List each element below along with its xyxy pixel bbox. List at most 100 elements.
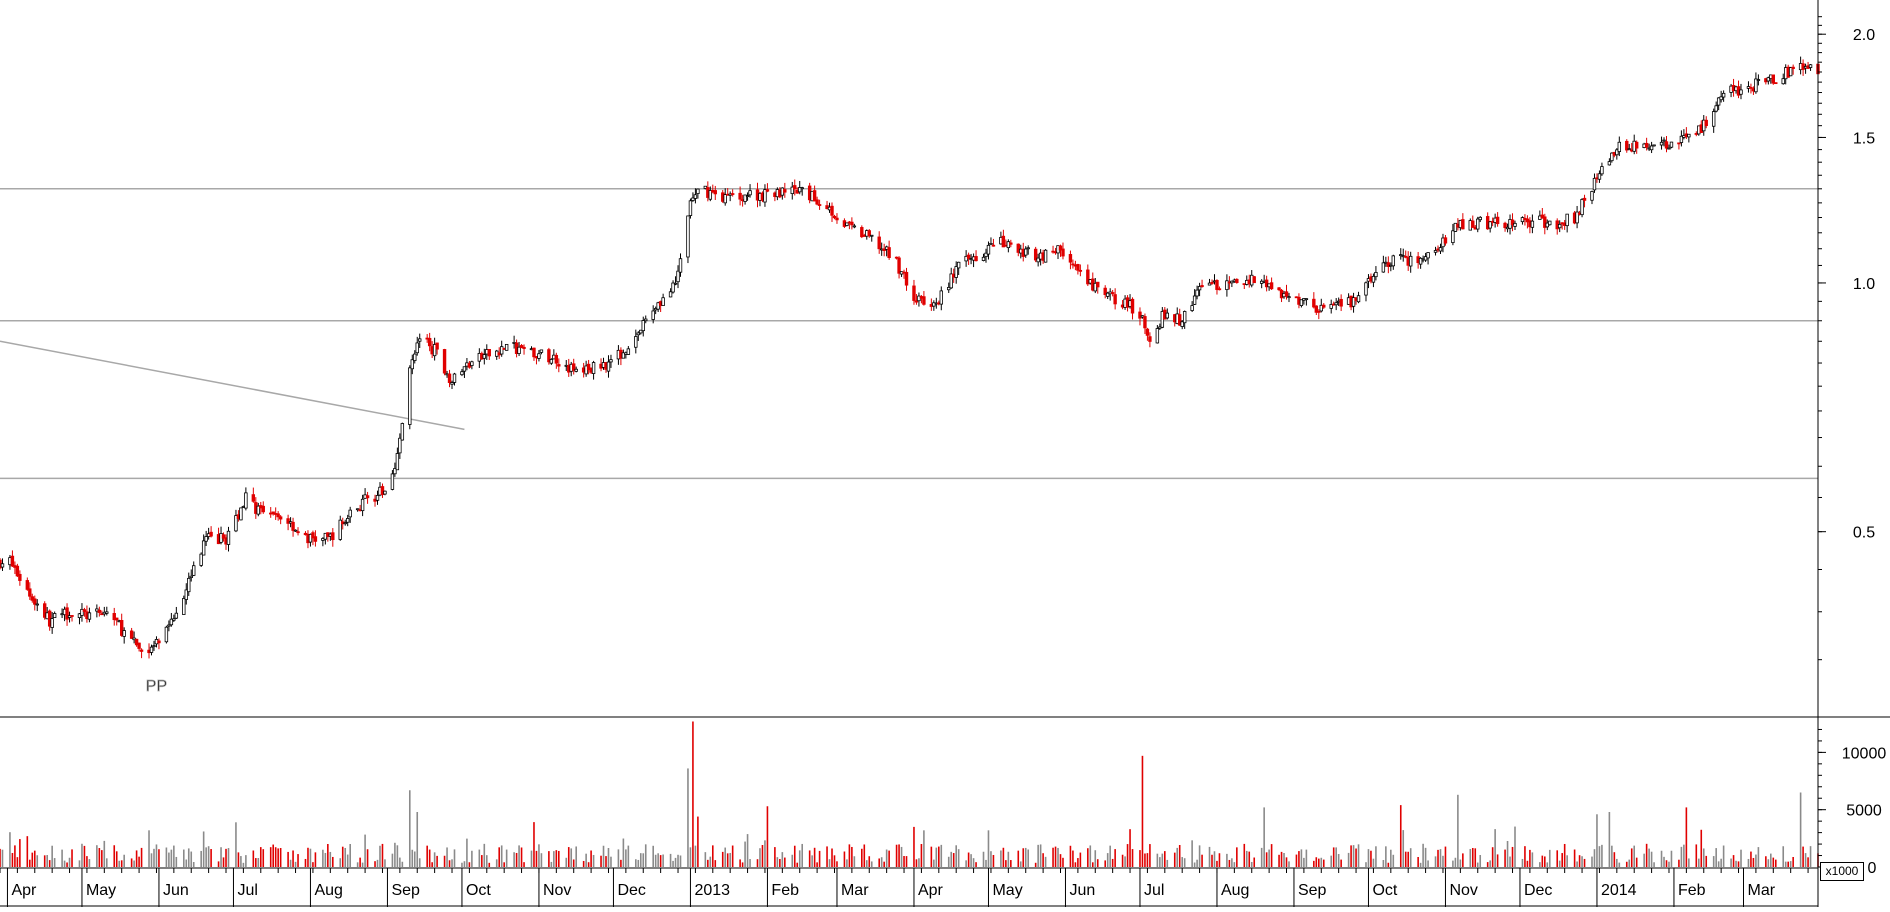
candle-body [226,530,231,545]
candle-body [28,588,32,597]
candle-body [10,555,15,567]
candle-body [656,302,660,310]
candle-body [1210,282,1214,284]
candle-body [621,352,626,359]
candle-body [947,287,951,291]
horizontal-lines [0,188,1818,480]
candle-body [1558,223,1562,229]
candle-body [1719,96,1723,101]
candle-body [815,199,819,205]
candle-body [460,371,464,376]
candle-body [1192,295,1197,305]
candle-body [723,194,727,204]
candle-body [1408,255,1413,267]
candle-body [447,373,452,383]
candle-body [1190,305,1194,311]
candle-body [939,290,943,305]
candle-body [1451,230,1455,244]
candle-body [798,187,802,193]
candle-body [52,613,57,619]
candle-body [1334,302,1338,306]
candle-body [1182,311,1187,324]
candle-body [244,492,248,509]
volume-tick-label: 5000 [1846,803,1882,820]
candle-body [1299,299,1304,307]
candle-body [1774,82,1778,85]
candle-body [981,256,986,261]
candle-body [1026,247,1030,250]
candle-body [1314,305,1319,313]
date-tick-label: Jul [237,882,257,899]
candle-body [348,509,352,518]
candle-body [201,540,206,556]
candle-body [522,346,526,349]
candle-body [1615,149,1619,156]
candle-body [1721,92,1726,98]
candle-body [1165,312,1169,319]
candle-body [1488,221,1492,229]
candle-body [435,342,439,350]
candle-body [651,310,655,320]
candle-body [1155,328,1160,344]
candle-body [904,271,909,286]
candle-body [1607,161,1612,166]
candle-body [763,189,767,203]
candle-body [204,536,208,542]
candle-body [261,505,265,513]
candle-body [966,254,971,259]
candle-body [1312,298,1316,308]
candle-body [793,185,797,190]
candle-body [1461,219,1465,230]
candle-body [395,453,400,471]
candle-body [293,529,298,532]
candle-body [1754,78,1758,93]
date-tick-label: Mar [1747,882,1775,899]
volume-tick-label: 0 [1868,860,1877,877]
candle-body [1178,314,1182,326]
candle-body [606,361,611,372]
candle-body [432,344,437,357]
candle-body [586,363,591,371]
candle-body [1652,144,1656,147]
candle-body [18,573,22,581]
candle-body [1478,216,1482,221]
date-tick-label: May [86,882,116,899]
candle-body [152,645,156,648]
candle-body [1200,285,1204,288]
candle-body [1235,278,1239,283]
candle-body [1617,141,1622,153]
candle-body [1433,250,1438,253]
candle-body [1714,105,1718,112]
candle-body [634,336,638,348]
candle-body [1781,78,1785,85]
date-tick-label: Aug [314,882,342,899]
candle-body [209,531,213,537]
candle-body [1766,77,1771,82]
candle-body [43,603,47,618]
candle-body [1076,264,1080,271]
candle-body [519,345,524,349]
candle-body [830,205,834,216]
candle-body [365,495,370,499]
candle-body [129,630,134,639]
candle-body [122,630,126,637]
candle-body [1143,316,1147,329]
candle-body [452,373,457,383]
candle-body [1043,249,1048,263]
candle-body [182,598,186,615]
candle-body [291,521,295,531]
candle-body [1230,280,1234,284]
candle-body [1423,256,1428,261]
candle-body [276,513,280,518]
candle-body [688,200,693,216]
candle-body [748,190,752,196]
candle-body [1110,292,1115,294]
candle-body [572,363,576,371]
candle-body [922,296,926,305]
candle-body [87,612,92,620]
volume-series [0,721,1819,867]
candle-body [343,522,347,525]
date-tick-label: Nov [543,882,571,899]
candle-body [1771,74,1775,84]
